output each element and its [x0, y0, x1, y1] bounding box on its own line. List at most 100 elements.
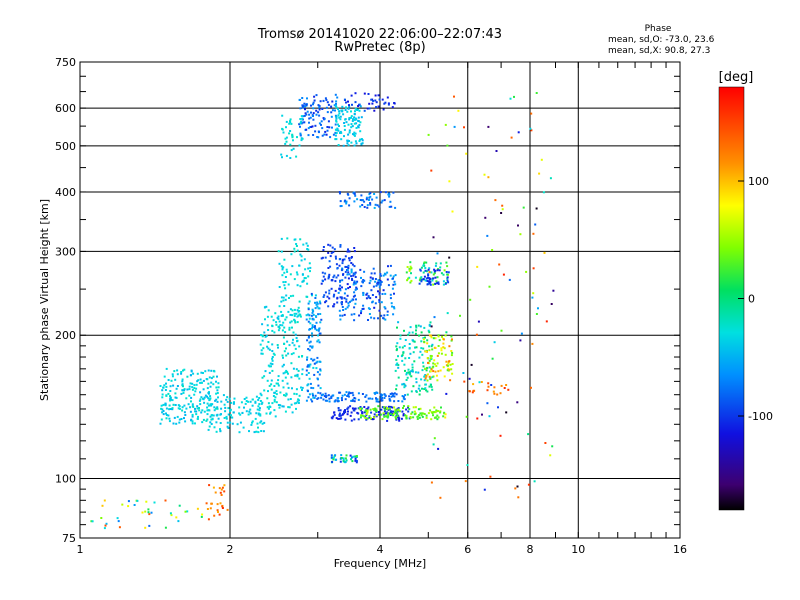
data-point: [360, 138, 363, 140]
data-point: [150, 511, 153, 514]
data-point: [408, 417, 411, 420]
data-point: [271, 369, 274, 372]
data-point: [450, 350, 453, 352]
data-point: [294, 374, 297, 377]
data-point: [387, 193, 390, 196]
data-point: [489, 475, 492, 478]
data-point: [437, 282, 440, 285]
data-point: [345, 106, 347, 109]
data-point: [357, 412, 360, 415]
data-point: [430, 368, 433, 371]
data-point: [430, 418, 433, 421]
data-point: [333, 293, 336, 296]
data-point: [311, 392, 314, 395]
data-point: [100, 517, 103, 519]
data-point: [191, 413, 194, 416]
data-point: [379, 191, 382, 194]
data-point: [261, 334, 264, 337]
data-point: [220, 494, 223, 496]
data-point: [319, 368, 322, 371]
data-point: [239, 421, 242, 424]
data-point: [90, 520, 93, 523]
data-point: [407, 277, 410, 280]
data-point: [206, 409, 209, 412]
data-point: [213, 409, 216, 412]
data-point: [411, 363, 414, 366]
data-point: [338, 287, 341, 290]
data-point: [350, 110, 352, 113]
data-point: [271, 359, 274, 362]
data-point: [423, 375, 426, 378]
data-point: [209, 404, 212, 407]
data-point: [355, 286, 358, 289]
data-point: [373, 317, 376, 320]
data-point: [272, 395, 275, 397]
data-point: [360, 312, 362, 315]
data-point: [287, 386, 290, 389]
data-point: [440, 352, 443, 355]
data-point: [278, 262, 281, 265]
data-point: [311, 125, 314, 128]
data-point: [356, 109, 359, 111]
data-point: [343, 258, 346, 261]
data-point: [216, 400, 219, 403]
data-point: [422, 337, 425, 340]
data-point: [444, 413, 447, 416]
data-point: [432, 443, 435, 446]
data-point: [370, 98, 373, 101]
data-point: [339, 318, 342, 321]
data-point: [281, 324, 284, 327]
data-point: [261, 422, 264, 425]
data-point: [352, 133, 354, 136]
data-point: [91, 520, 94, 523]
data-point: [300, 139, 303, 142]
data-point: [402, 396, 405, 398]
data-point: [330, 287, 333, 290]
data-point: [333, 413, 336, 416]
data-point: [360, 414, 363, 417]
data-point: [388, 405, 390, 408]
data-point: [260, 394, 263, 397]
data-point: [206, 402, 209, 405]
data-point: [280, 310, 283, 313]
data-point: [287, 406, 290, 409]
data-point: [225, 415, 228, 418]
data-point: [308, 121, 310, 124]
data-point: [405, 371, 408, 374]
data-point: [428, 271, 431, 274]
data-point: [296, 321, 299, 324]
data-point: [180, 371, 183, 373]
data-point: [318, 105, 321, 108]
data-point: [251, 404, 254, 407]
data-point: [332, 305, 335, 308]
data-point: [422, 338, 425, 341]
data-point: [367, 319, 369, 321]
data-point: [445, 271, 448, 273]
data-point: [201, 421, 204, 424]
data-point: [277, 404, 280, 406]
data-point: [425, 414, 428, 417]
data-point: [116, 517, 119, 520]
data-point: [391, 287, 394, 290]
data-point: [426, 342, 429, 345]
data-point: [345, 459, 348, 462]
x-tick-label: 4: [377, 543, 384, 556]
data-point: [216, 375, 218, 378]
data-point: [394, 417, 397, 420]
data-point: [373, 392, 376, 394]
data-point: [408, 276, 411, 279]
data-point: [327, 251, 330, 254]
data-point: [436, 362, 439, 365]
data-point: [366, 407, 369, 410]
data-point: [261, 339, 264, 342]
data-point: [285, 347, 287, 350]
data-point: [286, 371, 289, 374]
data-point: [326, 129, 329, 132]
data-point: [213, 370, 216, 373]
data-point: [426, 339, 429, 342]
data-point: [364, 395, 367, 398]
data-point: [343, 135, 345, 138]
data-point: [291, 265, 294, 268]
data-point: [319, 313, 322, 315]
data-point: [348, 131, 351, 134]
